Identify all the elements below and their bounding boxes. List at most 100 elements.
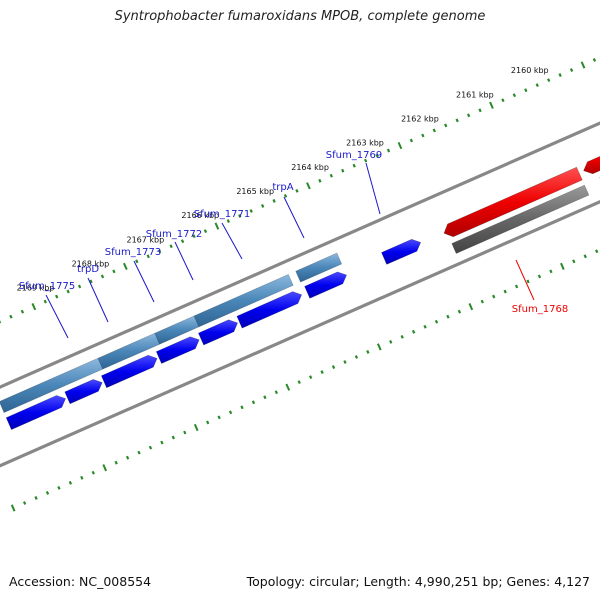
tick-mark — [206, 420, 210, 425]
cds-arrow[interactable] — [304, 271, 348, 299]
tick-mark — [375, 153, 379, 158]
gene-band-highlighted[interactable] — [451, 184, 590, 254]
tick-mark — [146, 254, 150, 259]
leader-line — [87, 277, 109, 323]
leader-line — [45, 294, 69, 339]
tick-mark — [466, 113, 471, 118]
gene-label[interactable]: Sfum_1768 — [512, 304, 568, 315]
genome-title: Syntrophobacter fumaroxidans MPOB, compl… — [114, 9, 486, 24]
gene-label[interactable]: Sfum_1771 — [194, 209, 250, 220]
tick-mark — [22, 501, 27, 505]
kbp-label: 2160 kbp — [511, 66, 549, 75]
tick-mark — [66, 289, 70, 294]
tick-mark — [592, 58, 597, 62]
tick-mark — [226, 219, 230, 223]
backbone — [0, 121, 600, 468]
tick-mark — [180, 239, 185, 244]
cds-arrow-highlighted[interactable] — [583, 144, 600, 175]
gene-band[interactable] — [193, 274, 294, 328]
tick-mark — [283, 193, 288, 198]
tick-mark — [489, 101, 494, 109]
leader-line — [515, 259, 535, 301]
feature-tracks — [0, 144, 600, 430]
gene-label[interactable]: trpA — [272, 182, 293, 193]
cds-arrow[interactable] — [198, 319, 239, 346]
labels: 2160 kbp 2161 kbp 2162 kbp 2163 kbp 2164 kbp… — [17, 66, 568, 339]
tick-mark — [217, 415, 221, 420]
gene-label[interactable]: Sfum_1772 — [146, 229, 202, 240]
kbp-label: 2162 kbp — [401, 114, 439, 123]
gene-band[interactable] — [295, 252, 343, 283]
tick-mark — [57, 485, 61, 490]
tick-mark — [263, 395, 267, 400]
tick-mark — [503, 289, 507, 294]
tick-mark — [203, 229, 208, 234]
tick-mark — [295, 188, 299, 193]
tick-mark — [376, 343, 382, 351]
tick-mark — [341, 168, 345, 173]
tick-mark — [125, 455, 130, 460]
tick-mark — [595, 249, 599, 254]
tick-mark — [123, 262, 128, 270]
tick-mark — [492, 294, 496, 299]
tick-mark — [102, 464, 108, 472]
backbone-line — [0, 121, 600, 389]
kbp-label: 2161 kbp — [456, 90, 494, 99]
tick-mark — [251, 400, 256, 405]
tick-mark — [158, 249, 162, 254]
tick-mark — [135, 259, 139, 264]
tick-mark — [43, 299, 47, 304]
tick-mark — [192, 234, 196, 239]
tick-mark — [580, 61, 586, 69]
tick-mark — [169, 244, 173, 249]
tick-mark — [366, 350, 370, 354]
cds-arrow[interactable] — [381, 238, 422, 265]
tick-mark — [572, 259, 576, 264]
genome-summary: Topology: circular; Length: 4,990,251 bp… — [246, 574, 590, 589]
tick-mark — [478, 108, 482, 113]
leader-line — [221, 222, 243, 260]
gene-label[interactable]: Sfum_1775 — [19, 281, 75, 292]
tick-mark — [400, 334, 404, 339]
tick-mark — [446, 314, 450, 319]
cds-arrow-highlighted[interactable] — [443, 166, 583, 238]
tick-mark — [171, 435, 176, 440]
tick-mark — [434, 319, 439, 324]
tick-mark — [45, 490, 50, 495]
tick-mark — [535, 83, 539, 88]
cds-arrow[interactable] — [64, 379, 103, 405]
tick-mark — [501, 98, 505, 103]
tick-mark — [514, 284, 519, 289]
tick-mark — [409, 138, 414, 143]
accession-label: Accession: NC_008554 — [9, 574, 152, 589]
tick-mark — [524, 88, 528, 93]
tick-mark — [249, 209, 253, 213]
tick-mark — [91, 470, 95, 475]
gene-label[interactable]: Sfum_1769 — [326, 150, 382, 161]
kbp-label: 2164 kbp — [291, 163, 329, 172]
gene-label[interactable]: trpD — [77, 264, 99, 275]
tick-mark — [432, 128, 436, 133]
tick-mark — [354, 355, 359, 359]
cds-arrow[interactable] — [236, 291, 303, 329]
tick-mark — [10, 504, 16, 512]
tick-mark — [320, 370, 324, 374]
tick-mark — [318, 178, 322, 183]
tick-mark — [537, 274, 542, 279]
tick-mark — [444, 123, 448, 128]
tick-mark — [352, 163, 356, 168]
cds-arrow[interactable] — [101, 354, 158, 389]
tick-mark — [89, 279, 93, 284]
gene-label[interactable]: Sfum_1773 — [105, 247, 161, 258]
tick-mark — [411, 329, 416, 334]
kbp-label: 2169 kbp — [17, 284, 55, 293]
tick-mark — [526, 279, 530, 284]
cds-arrow[interactable] — [5, 395, 67, 430]
leader-line — [174, 241, 194, 281]
kbp-label: 2166 kbp — [181, 211, 219, 220]
cds-arrow[interactable] — [155, 336, 200, 364]
tick-mark — [343, 360, 347, 364]
tick-mark — [457, 309, 462, 314]
tick-mark — [55, 294, 59, 299]
